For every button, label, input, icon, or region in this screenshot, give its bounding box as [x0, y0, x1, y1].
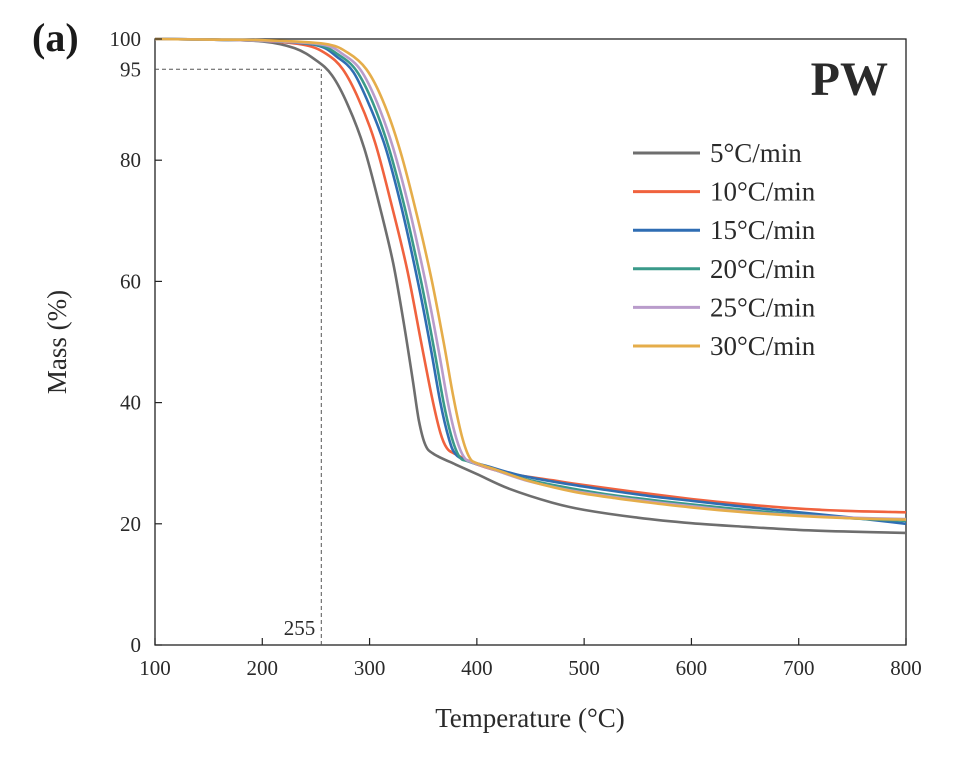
- legend-label-2: 10°C/min: [710, 177, 816, 207]
- y-tick-label: 100: [110, 27, 142, 51]
- legend-label-4: 20°C/min: [710, 254, 816, 284]
- y-tick-label: 20: [120, 512, 141, 536]
- series-line-3: [154, 37, 907, 526]
- y-tick-label: 80: [120, 148, 141, 172]
- plot-frame: [154, 38, 907, 646]
- series-line-6: [154, 37, 907, 521]
- chart-title: PW: [811, 53, 888, 106]
- plot-border: [154, 38, 907, 646]
- x-axis-ticks: 100 200 300 400 500 600 700 800: [139, 638, 922, 680]
- x-tick-label: 600: [676, 656, 708, 680]
- y-tick-label: 60: [120, 269, 141, 293]
- y-axis-title: Mass (%): [42, 290, 72, 394]
- x-tick-label: 700: [783, 656, 815, 680]
- x-tick-label: 300: [354, 656, 386, 680]
- series-line-4: [154, 37, 907, 523]
- x-tick-label: 500: [568, 656, 600, 680]
- legend-label-5: 25°C/min: [710, 292, 816, 322]
- x-tick-label: 400: [461, 656, 493, 680]
- x-tick-label: 100: [139, 656, 171, 680]
- y-axis-ticks: 0 20 40 60 80 100: [110, 27, 162, 657]
- legend-label-1: 5°C/min: [710, 138, 802, 168]
- series-line-1: [154, 37, 907, 535]
- annotations: 95 255: [120, 57, 322, 645]
- x-tick-label: 200: [247, 656, 279, 680]
- x-tick-label: 800: [890, 656, 922, 680]
- annotation-hline-label: 95: [120, 57, 141, 81]
- panel-label: (a): [32, 15, 79, 60]
- annotation-vline-label: 255: [284, 616, 316, 640]
- legend-label-6: 30°C/min: [710, 331, 816, 361]
- x-axis-title: Temperature (°C): [435, 703, 625, 733]
- series-group: [154, 37, 907, 535]
- series-line-2: [154, 37, 907, 514]
- legend-label-3: 15°C/min: [710, 215, 816, 245]
- y-tick-label: 40: [120, 391, 141, 415]
- y-tick-label: 0: [131, 633, 142, 657]
- legend: 5°C/min 10°C/min 15°C/min 20°C/min 25°C/min 3…: [633, 138, 816, 361]
